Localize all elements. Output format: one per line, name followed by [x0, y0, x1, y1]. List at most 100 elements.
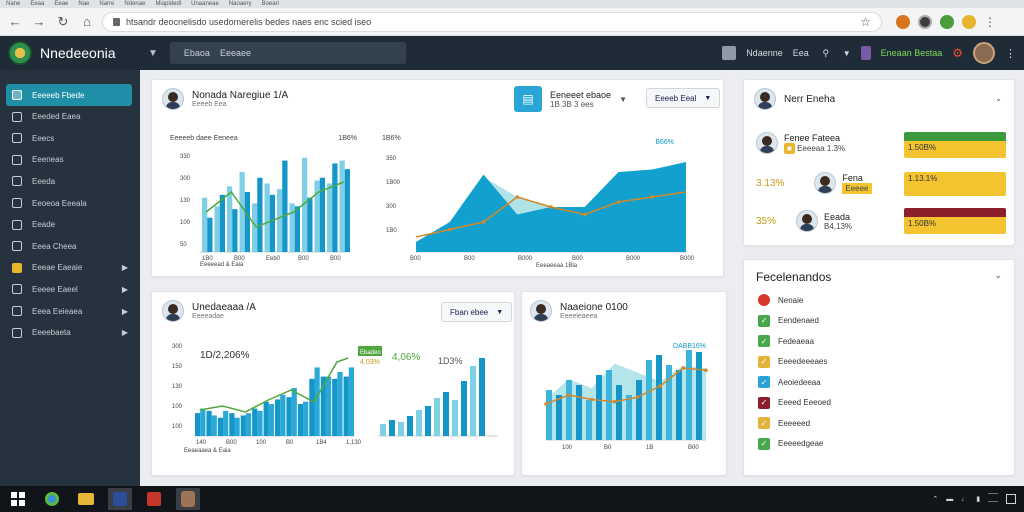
search-tab-2[interactable]: Eeeaee: [219, 48, 251, 58]
sidebar-item[interactable]: Eeeeeb Fbede: [6, 84, 132, 106]
folder-icon[interactable]: [74, 488, 98, 510]
network-icon[interactable]: ▬: [946, 495, 954, 503]
chevron-down-icon[interactable]: ▼: [148, 47, 158, 59]
header-link-2[interactable]: Eea: [792, 48, 809, 58]
header-status-text: Eneaan Bestaa: [880, 48, 943, 58]
browser-tab[interactable]: Naoaery: [228, 1, 252, 7]
bar: [656, 355, 662, 440]
search-tab-1[interactable]: Ebaoa: [183, 48, 210, 58]
chevron-down-icon[interactable]: ▼: [842, 48, 851, 58]
user-icon[interactable]: [722, 46, 737, 60]
y-tick-label: 100: [172, 404, 183, 410]
member-name: Fena: [842, 172, 863, 183]
sidebar-item[interactable]: Eeea Cheea: [6, 235, 132, 257]
bar: [294, 206, 300, 252]
kpi-value: 1D3%: [438, 356, 463, 366]
chevron-down-icon[interactable]: ⌄: [994, 270, 1002, 280]
chevron-right-icon: ▶: [121, 328, 128, 338]
reload-icon[interactable]: ↻: [57, 13, 69, 29]
volume-icon[interactable]: ♩: [961, 495, 969, 503]
legend-item[interactable]: ✓ Aeoiedeeaa: [758, 372, 831, 393]
legend-item[interactable]: ✓ Eeeeedgeae: [758, 434, 831, 455]
avatar: [754, 88, 776, 110]
header-search[interactable]: Ebaoa Eeeaee: [169, 42, 406, 64]
chevron-down-icon[interactable]: ▼: [619, 94, 627, 104]
card-subtitle: Eeeeadae: [192, 313, 224, 320]
home-icon[interactable]: ⌂: [83, 14, 91, 29]
sidebar-item[interactable]: Eeade: [6, 214, 132, 236]
search-icon[interactable]: ⚲: [822, 47, 830, 58]
filter-dropdown[interactable]: Fban ebee ▼: [441, 302, 513, 322]
bar: [211, 415, 217, 436]
legend-item[interactable]: ✓ Fedeaeaa: [758, 331, 831, 352]
sidebar-item[interactable]: Eeoeoa Eeeala: [6, 192, 132, 214]
legend-item[interactable]: ✓ Eeeed Eeeoed: [758, 393, 831, 414]
sidebar-item[interactable]: Eeeded Eaea: [6, 106, 132, 128]
app-icon[interactable]: [142, 488, 166, 510]
menu-icon[interactable]: ⋮: [1005, 47, 1016, 60]
start-icon[interactable]: [6, 488, 30, 510]
notification-icon[interactable]: [1006, 494, 1016, 504]
browser-tab[interactable]: Unaaneae: [191, 1, 219, 7]
legend-label: Eendenaed: [778, 316, 819, 326]
sidebar-item[interactable]: Eeecs: [6, 127, 132, 149]
app-icon[interactable]: [108, 488, 132, 510]
browser-tab[interactable]: Nae: [78, 1, 90, 7]
sidebar-item[interactable]: Eeeda: [6, 170, 132, 192]
extension-icon[interactable]: [918, 14, 932, 29]
x-axis-label: Eeeaeeaa 1Bla: [536, 263, 578, 267]
browser-tab[interactable]: Nane: [6, 1, 21, 7]
legend-item[interactable]: Nenaie: [758, 290, 831, 311]
header-link-1[interactable]: Ndaenne: [746, 48, 783, 58]
stat-box: 1.50B%: [904, 132, 1006, 158]
x-tick-label: B00: [234, 256, 245, 262]
browser-tab[interactable]: Eeae: [54, 1, 69, 7]
star-icon[interactable]: ☆: [860, 14, 871, 29]
sidebar-item[interactable]: Eeeee Eaeel ▶: [6, 278, 132, 300]
team-card: Nerr Eneha ⌄ Fenee Fateea ■ Eeeeaa 1.3% …: [743, 79, 1015, 246]
menu-dots-icon[interactable]: ⋮: [984, 14, 996, 29]
browser-icon[interactable]: [40, 488, 64, 510]
card-title: Nonada Naregiue 1/A: [192, 90, 289, 101]
extension-icon[interactable]: [896, 14, 910, 29]
chevron-down-icon[interactable]: ⌄: [995, 94, 1002, 103]
settings-icon[interactable]: ⚙: [952, 46, 963, 60]
extension-icon[interactable]: [940, 14, 954, 29]
bar: [289, 203, 295, 252]
forward-icon[interactable]: →: [32, 14, 46, 29]
main-content: Nonada Naregiue 1/A Eeeeb Eea ▤ Eeneeet …: [140, 70, 1024, 486]
bar: [380, 424, 386, 436]
browser-tab[interactable]: Narre: [99, 1, 115, 7]
period-dropdown[interactable]: Eeeeb Eeal ▼: [646, 88, 721, 108]
sidebar-item[interactable]: Eeea Eeieaea ▶: [6, 300, 132, 322]
legend-item[interactable]: ✓ Eeeedeeeaes: [758, 352, 831, 373]
bar: [616, 385, 622, 440]
bar: [245, 413, 252, 436]
badge-label: Ebadeo: [360, 350, 381, 356]
sidebar-item[interactable]: Eeeneas: [6, 149, 132, 171]
address-bar[interactable]: htsandr deocnelisdo usedomerelis bedes n…: [102, 11, 882, 32]
browser-tab[interactable]: Eeaa: [30, 1, 45, 7]
line-point: [681, 366, 685, 370]
browser-tab[interactable]: Ndenae: [124, 1, 146, 7]
user-avatar[interactable]: [973, 42, 995, 64]
sidebar-item-label: Eeeee Eaeel: [32, 284, 78, 294]
extension-icon[interactable]: [962, 14, 976, 29]
bar: [227, 186, 233, 252]
bar: [268, 404, 274, 436]
chevron-up-icon[interactable]: ⌃: [932, 496, 939, 503]
sidebar-item-label: Eeeded Eaea: [32, 112, 81, 122]
sidebar-item[interactable]: Eeeebaeta ▶: [6, 322, 132, 344]
sidebar-item[interactable]: Eeeae Eaeaie ▶: [6, 257, 132, 279]
clock-icon[interactable]: ── ──: [988, 491, 998, 506]
browser-tab[interactable]: Boeari: [261, 1, 279, 7]
alert-icon: [758, 294, 770, 307]
legend-item[interactable]: ✓ Eendenaed: [758, 311, 831, 332]
stat-value: 1.13.1%: [908, 174, 938, 183]
bar-chart-1: Eeeeeb daee Eeneea 1B6% 330 300 130 100 50 1B0 B…: [170, 135, 357, 267]
battery-icon[interactable]: ▮: [976, 496, 981, 503]
back-icon[interactable]: ←: [8, 14, 22, 29]
legend-item[interactable]: ✓ Eeeeeed: [758, 413, 831, 434]
user-app-icon[interactable]: [176, 488, 200, 510]
browser-tab[interactable]: Miapidedl: [155, 1, 182, 7]
